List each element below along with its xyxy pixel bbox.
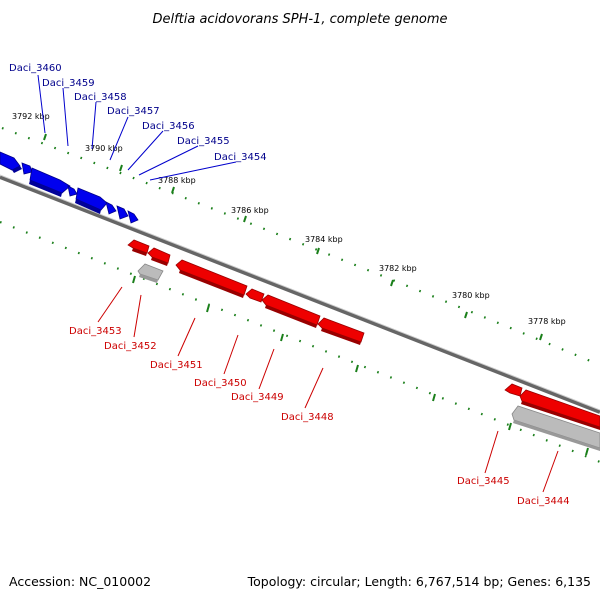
gene-label-daci-3453[interactable]: Daci_3453	[69, 326, 122, 337]
gene-arrow[interactable]	[245, 288, 265, 303]
genome-backbone	[0, 174, 600, 414]
scale-tick	[243, 215, 247, 223]
gene-arrow[interactable]	[504, 383, 523, 397]
gene-arrow[interactable]	[127, 210, 139, 224]
gene-label-daci-3450[interactable]: Daci_3450	[194, 378, 247, 389]
gene-arrow-shade	[151, 257, 168, 266]
gene-arrow[interactable]	[519, 389, 600, 428]
backbone-arc	[0, 175, 600, 414]
scale-tick	[585, 447, 589, 456]
leader-line	[177, 317, 196, 357]
leader-line	[304, 367, 324, 409]
topology-text: Topology: circular; Length: 6,767,514 bp…	[247, 574, 591, 589]
gene-arrow-shade	[513, 420, 600, 451]
gene-label-daci-3451[interactable]: Daci_3451	[150, 360, 203, 371]
gene-arrow[interactable]	[175, 259, 248, 296]
gene-arrow[interactable]	[75, 187, 108, 211]
gene-arrow[interactable]	[127, 239, 150, 254]
scale-label: 3782 kbp	[379, 264, 417, 273]
gene-arrow[interactable]	[116, 205, 129, 220]
leader-line	[91, 101, 97, 150]
grey-features	[137, 263, 600, 451]
gene-label-daci-3454[interactable]: Daci_3454	[214, 152, 267, 163]
scale-label: 3788 kbp	[158, 176, 196, 185]
leader-line	[138, 145, 199, 176]
scale-tick	[119, 164, 123, 172]
gene-arrow-grey[interactable]	[511, 405, 600, 449]
gene-arrow-shade	[321, 328, 361, 345]
leader-line	[133, 294, 142, 338]
leader-line	[62, 87, 69, 147]
gene-arrow[interactable]	[105, 201, 117, 215]
gene-arrow-shade	[521, 401, 600, 430]
scale-tick	[280, 333, 284, 342]
inner-scale-dots	[0, 220, 600, 464]
gene-arrow-shade	[179, 270, 244, 298]
gene-arrow[interactable]	[67, 185, 78, 197]
forward-genes	[0, 151, 139, 224]
scale-labels: 3792 kbp 3790 kbp 3788 kbp 3786 kbp 3784…	[12, 112, 566, 326]
gene-label-daci-3455[interactable]: Daci_3455	[177, 136, 230, 147]
gene-arrow-shade	[265, 305, 317, 328]
scale-tick	[464, 311, 468, 319]
accession-text: Accession: NC_010002	[9, 574, 151, 589]
gene-label-daci-3444[interactable]: Daci_3444	[517, 496, 570, 507]
scale-label: 3790 kbp	[85, 144, 123, 153]
scale-tick	[355, 364, 359, 373]
gene-arrow[interactable]	[29, 167, 71, 194]
scale-tick	[539, 333, 543, 341]
gene-arrow-shade	[139, 274, 158, 283]
leader-line	[149, 161, 237, 181]
gene-arrow[interactable]	[261, 294, 321, 326]
gene-label-daci-3458[interactable]: Daci_3458	[74, 92, 127, 103]
gene-arrow[interactable]	[21, 162, 33, 175]
gene-label-daci-3456[interactable]: Daci_3456	[142, 121, 195, 132]
scale-tick	[390, 279, 394, 287]
gene-label-daci-3449[interactable]: Daci_3449	[231, 392, 284, 403]
scale-label: 3792 kbp	[12, 112, 50, 121]
gene-arrow-shade	[29, 180, 62, 197]
gene-arrow[interactable]	[317, 317, 365, 343]
scale-tick	[171, 186, 175, 194]
scale-tick	[43, 133, 47, 141]
scale-tick	[206, 304, 210, 313]
leader-line	[542, 450, 559, 493]
reverse-gene-labels: Daci_3453 Daci_3452 Daci_3451 Daci_3450 …	[69, 286, 570, 507]
gene-label-daci-3448[interactable]: Daci_3448	[281, 412, 334, 423]
scale-label: 3778 kbp	[528, 317, 566, 326]
leader-line	[223, 334, 239, 375]
gene-arrow-grey[interactable]	[137, 263, 164, 281]
gene-arrow-shade	[75, 199, 101, 214]
gene-label-daci-3452[interactable]: Daci_3452	[104, 341, 157, 352]
leader-line	[127, 130, 164, 171]
scale-tick	[432, 393, 436, 402]
gene-label-daci-3457[interactable]: Daci_3457	[107, 106, 160, 117]
gene-label-daci-3459[interactable]: Daci_3459	[42, 78, 95, 89]
leader-line	[109, 116, 129, 161]
inner-scale	[0, 220, 600, 464]
reverse-genes	[127, 239, 600, 430]
gene-arrow-shade	[12, 166, 22, 173]
scale-label: 3784 kbp	[305, 235, 343, 244]
leader-line	[484, 430, 499, 474]
scale-label: 3780 kbp	[452, 291, 490, 300]
scale-tick	[316, 247, 320, 255]
scale-tick	[508, 422, 512, 431]
forward-gene-labels: Daci_3460 Daci_3459 Daci_3458 Daci_3457 …	[9, 63, 267, 181]
gene-label-daci-3445[interactable]: Daci_3445	[457, 476, 510, 487]
outer-scale	[1, 126, 600, 367]
gene-arrow[interactable]	[0, 151, 21, 171]
backbone-highlight	[0, 174, 600, 411]
leader-line	[258, 348, 275, 390]
gene-label-daci-3460[interactable]: Daci_3460	[9, 63, 62, 74]
leader-line	[97, 286, 123, 323]
gene-arrow-shade	[132, 248, 147, 256]
scale-label: 3786 kbp	[231, 206, 269, 215]
map-title: Delftia acidovorans SPH-1, complete geno…	[152, 12, 447, 27]
gene-arrow[interactable]	[147, 247, 171, 264]
leader-line	[37, 74, 46, 134]
scale-tick	[132, 275, 136, 284]
